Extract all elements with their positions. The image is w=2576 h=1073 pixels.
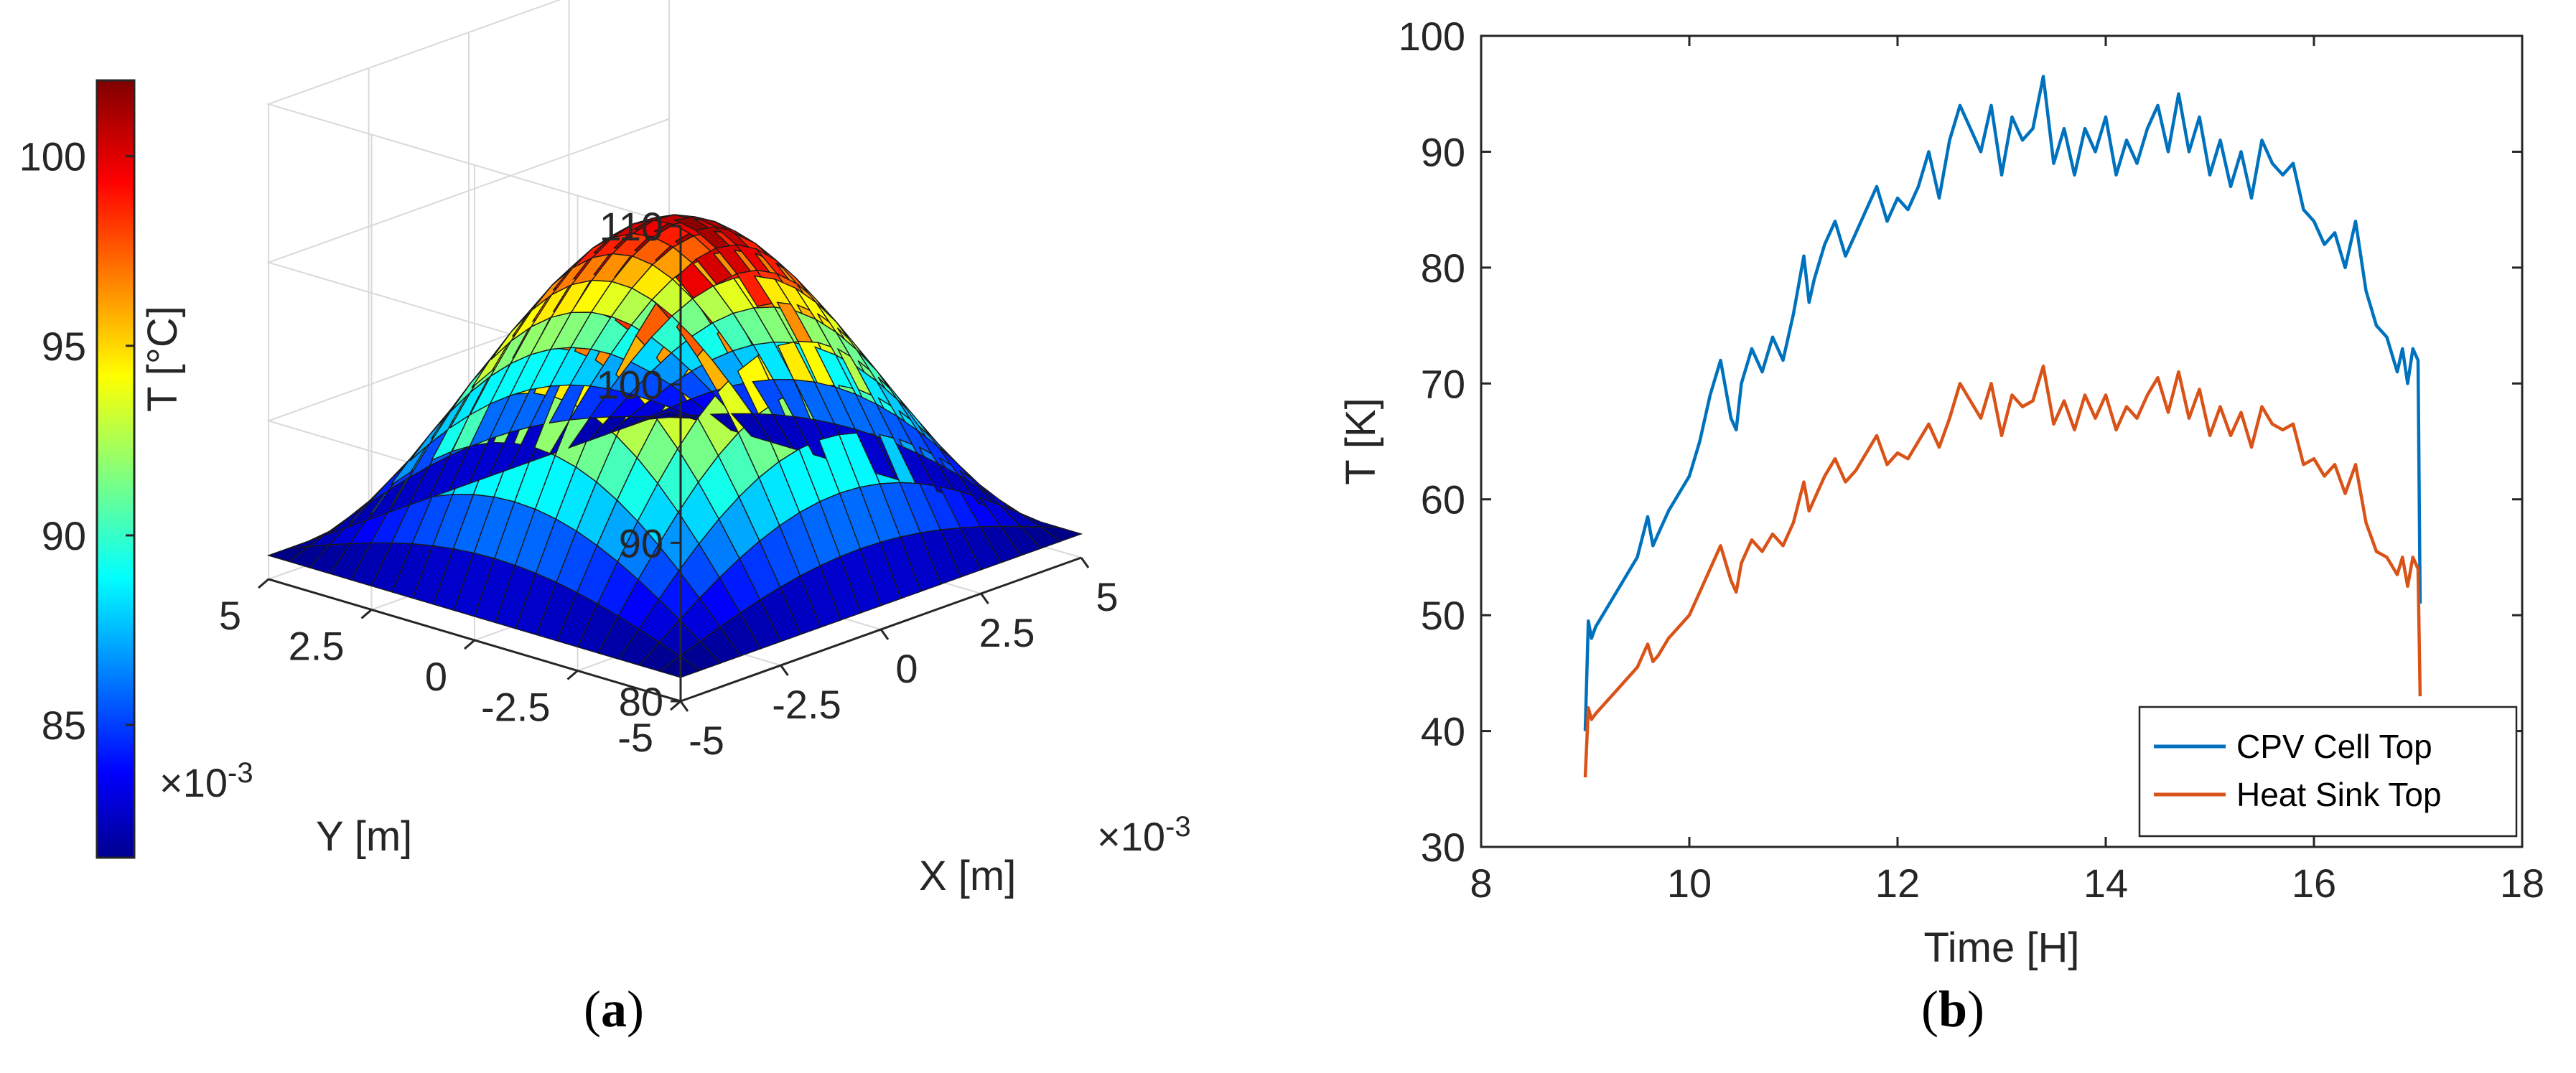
- colorbar-tick-label: 85: [42, 703, 86, 748]
- panel-a-caption: (a): [584, 980, 644, 1038]
- legend: CPV Cell Top Heat Sink Top: [2138, 706, 2518, 838]
- colorbar-tick-label: 100: [19, 134, 86, 179]
- y-tick-label: 40: [1421, 709, 1465, 754]
- z-tick-label: 100: [597, 362, 663, 408]
- x-tick-label: 10: [1667, 861, 1712, 906]
- legend-label-cpv: CPV Cell Top: [2236, 728, 2432, 765]
- y-tick-label: 50: [1421, 593, 1465, 638]
- x-tick-label: 5: [1096, 574, 1118, 619]
- x-tick-mark: [980, 593, 989, 604]
- z-tick-label: 90: [619, 520, 663, 566]
- x-tick-label: 12: [1875, 861, 1920, 906]
- y-tick-label: -2.5: [481, 685, 551, 730]
- x-tick-mark: [679, 701, 689, 712]
- y-tick-mark: [566, 670, 579, 680]
- y-tick-mark: [464, 639, 475, 650]
- x-tick-mark: [879, 629, 890, 640]
- z-tick-label: 110: [599, 204, 663, 249]
- colorbar-tick-label: 90: [42, 513, 86, 558]
- x-tick-label: 2.5: [979, 610, 1035, 655]
- x-axis-exponent: ×10-3: [1097, 811, 1191, 859]
- y-tick-label: 90: [1421, 129, 1465, 174]
- x-tick-label: 0: [895, 646, 918, 691]
- y-axis-label: T [K]: [1338, 398, 1384, 484]
- y-tick-label: 2.5: [289, 624, 345, 669]
- y-tick-label: 80: [1421, 245, 1465, 291]
- y-tick-label: 30: [1421, 825, 1465, 870]
- x-tick-mark: [1080, 557, 1090, 568]
- x-axis-label: X [m]: [919, 853, 1016, 899]
- x-axis-label: Time [H]: [1924, 924, 2080, 971]
- x-tick-label: 14: [2083, 861, 2128, 906]
- surface-patch: [1038, 526, 1083, 542]
- surface-plot-panel: 80 90 100 110 5 2.5 0 -2.5 -5 -5 -2.5 0 2.5 5 85 90 95 1…: [19, 0, 1191, 1038]
- x-tick-label: -2.5: [772, 682, 841, 727]
- x-tick-label: -5: [689, 718, 724, 763]
- colorbar-label: T [°C]: [139, 306, 186, 412]
- y-tick-label: 0: [425, 654, 447, 699]
- y-tick-mark: [360, 609, 373, 619]
- x-tick-label: 16: [2292, 861, 2336, 906]
- colorbar-ticks: 85 90 95 100: [19, 134, 134, 748]
- y-axis-exponent: ×10-3: [159, 757, 253, 805]
- legend-box: [2138, 706, 2518, 838]
- y-tick-label: 60: [1421, 477, 1465, 523]
- line-plot-series: [1583, 75, 2422, 778]
- y-tick-mark: [670, 700, 681, 711]
- y-tick-label: 5: [219, 593, 241, 638]
- x-tick-label: 8: [1470, 861, 1492, 906]
- surface-3d-axes: 80 90 100 110 5 2.5 0 -2.5 -5 -5 -2.5 0 2.5 5: [219, 204, 1119, 763]
- y-tick-label: 100: [1399, 14, 1465, 59]
- colorbar: [95, 79, 136, 859]
- panel-b-caption: (b): [1921, 980, 1984, 1038]
- legend-label-heatsink: Heat Sink Top: [2236, 776, 2442, 813]
- z-tick-label: 80: [619, 679, 663, 724]
- colorbar-tick-label: 95: [42, 324, 86, 369]
- series-line-cpv-cell-top: [1583, 75, 2422, 731]
- temperature-surface: [266, 214, 1083, 678]
- x-tick-label: 18: [2500, 861, 2544, 906]
- y-tick-label: 70: [1421, 361, 1465, 406]
- y-axis-label: Y [m]: [316, 813, 412, 860]
- series-line-heat-sink-top: [1583, 364, 2422, 778]
- line-plot-ticks: 8 10 12 14 16 18 30 40 50 60 70 80 90 100: [1399, 14, 2545, 906]
- x-tick-mark: [780, 665, 789, 676]
- line-plot-panel: 8 10 12 14 16 18 30 40 50 60 70 80 90 100 Time [H] T …: [1338, 14, 2544, 1038]
- y-tick-mark: [258, 578, 269, 589]
- y-tick-label: -5: [617, 715, 653, 760]
